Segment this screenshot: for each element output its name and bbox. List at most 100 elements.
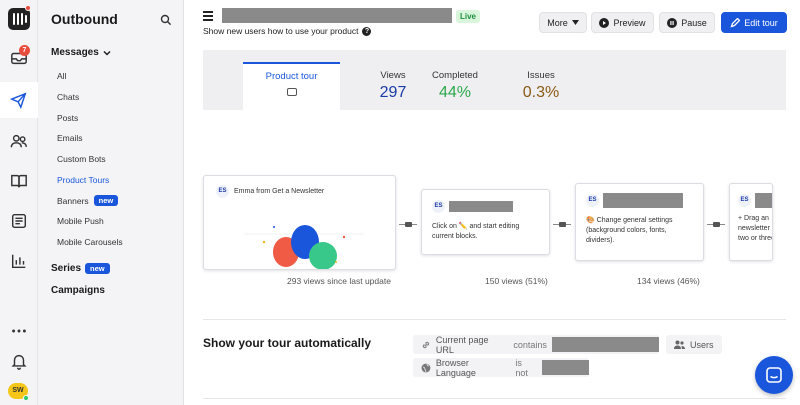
- nav-item-mobile-carousels[interactable]: Mobile Carousels: [57, 237, 123, 247]
- rule-attribute: Current page URL: [435, 334, 489, 355]
- nav-item-mobile-push[interactable]: Mobile Push: [57, 216, 104, 226]
- tour-step-card-3[interactable]: ES 🎨 Change general settings (background…: [575, 183, 704, 261]
- status-badge: Live: [456, 10, 481, 23]
- pencil-icon: [730, 17, 741, 28]
- connector-node: [559, 222, 566, 227]
- stat-issues-label: Issues: [527, 70, 555, 81]
- nav-item-label: Mobile Push: [57, 216, 104, 226]
- app-logo[interactable]: [8, 8, 30, 30]
- tour-step-card-2[interactable]: ES Click on ✏️ and start editing current…: [421, 189, 550, 255]
- nav-item-label: Mobile Carousels: [57, 237, 123, 247]
- stat-views-label: Views: [380, 70, 406, 81]
- messenger-launcher-button[interactable]: [755, 356, 793, 394]
- more-button[interactable]: More: [539, 12, 587, 33]
- new-badge: new: [85, 263, 110, 274]
- users-audience-chip[interactable]: Users: [666, 335, 722, 354]
- nav-section-messages[interactable]: Messages: [51, 47, 111, 58]
- new-badge: new: [93, 195, 119, 206]
- rule-operator: contains: [513, 339, 547, 350]
- step-3-text: 🎨 Change general settings (background co…: [586, 217, 673, 244]
- stat-views-value: 297: [379, 84, 407, 101]
- contacts-icon[interactable]: [9, 131, 29, 151]
- reports-list-icon[interactable]: [9, 211, 29, 231]
- tour-step-card-1[interactable]: ES Emma from Get a Newsletter: [203, 175, 396, 270]
- more-apps-icon[interactable]: [9, 321, 29, 341]
- preview-button[interactable]: Preview: [591, 12, 654, 33]
- nav-section-label: Messages: [51, 47, 99, 58]
- step-title-redacted: [449, 201, 513, 212]
- connector-node: [405, 222, 412, 227]
- caret-down-icon: [571, 20, 579, 25]
- connector-node: [713, 222, 720, 227]
- page-subtitle: Show new users how to use your product ?: [203, 26, 372, 36]
- stat-completed-value: 44%: [438, 84, 472, 101]
- nav-item-label: Custom Bots: [57, 154, 106, 164]
- nav-item-posts[interactable]: Posts: [57, 113, 78, 123]
- nav-item-custom-bots[interactable]: Custom Bots: [57, 154, 106, 164]
- nav-item-label: Product Tours: [57, 175, 110, 185]
- online-status-dot: [23, 395, 29, 401]
- nav-item-emails[interactable]: Emails: [57, 133, 83, 143]
- rule-operator: is not: [515, 357, 528, 378]
- tour-title-redacted: [222, 8, 452, 23]
- nav-title: Outbound: [51, 11, 118, 27]
- balloons-illustration: [244, 225, 364, 269]
- stat-views[interactable]: Views 297: [353, 70, 433, 102]
- nav-item-label: All: [57, 71, 67, 81]
- stat-issues[interactable]: Issues 0.3%: [501, 70, 581, 102]
- chevron-down-icon: [103, 50, 111, 56]
- inbox-count-badge: 7: [19, 45, 30, 56]
- tab-product-tour-label: Product tour: [265, 71, 318, 82]
- bar-chart-icon[interactable]: [9, 251, 29, 271]
- step-4-text-line: two or three: [738, 234, 773, 242]
- rule-browser-language[interactable]: Browser Language is not: [413, 357, 589, 378]
- outbound-nav: Outbound Messages All Chats Posts Emails…: [38, 0, 184, 405]
- step-4-text-line: newsletter: [738, 224, 770, 232]
- search-icon[interactable]: [160, 14, 172, 26]
- step-2-views: 150 views (51%): [485, 276, 548, 286]
- step-sender: Emma from Get a Newsletter: [234, 187, 325, 195]
- pause-button[interactable]: Pause: [659, 12, 715, 33]
- stat-issues-value: 0.3%: [522, 84, 560, 101]
- more-button-label: More: [547, 17, 568, 28]
- nav-section-series[interactable]: Series new: [51, 263, 110, 274]
- users-icon: [674, 340, 685, 349]
- nav-item-label: Emails: [57, 133, 83, 143]
- auto-show-title: Show your tour automatically: [203, 336, 372, 350]
- step-4-text-line: + Drag an: [738, 215, 769, 222]
- subtitle-text: Show new users how to use your product: [203, 26, 359, 36]
- chat-icon: [766, 367, 782, 383]
- nav-item-chats[interactable]: Chats: [57, 92, 79, 102]
- edit-tour-button-label: Edit tour: [744, 17, 778, 28]
- nav-item-all[interactable]: All: [57, 71, 66, 81]
- tab-product-tour[interactable]: Product tour: [243, 62, 340, 110]
- stat-completed[interactable]: Completed 44%: [415, 70, 495, 102]
- pause-button-label: Pause: [681, 17, 707, 28]
- nav-item-label: Banners: [57, 195, 89, 206]
- preview-button-label: Preview: [613, 17, 646, 28]
- nav-item-banners[interactable]: Banners new: [57, 195, 119, 206]
- avatar: ES: [738, 194, 751, 207]
- play-icon: [599, 17, 610, 28]
- section-divider: [203, 398, 786, 399]
- tour-stats-panel: Product tour Views 297 Completed 44% Iss…: [203, 50, 786, 110]
- notifications-bell-icon[interactable]: [9, 351, 29, 371]
- menu-toggle-icon[interactable]: [203, 11, 213, 23]
- step-title-redacted: [755, 193, 772, 208]
- step-4-text: + Drag an newsletter two or three: [738, 214, 773, 243]
- nav-section-label: Series: [51, 263, 82, 274]
- outbound-icon[interactable]: [9, 90, 29, 110]
- avatar: ES: [586, 194, 599, 207]
- articles-icon[interactable]: [9, 171, 29, 191]
- nav-section-campaigns[interactable]: Campaigns: [51, 285, 105, 296]
- help-icon[interactable]: ?: [362, 26, 372, 36]
- stat-completed-label: Completed: [432, 70, 478, 81]
- rule-page-url[interactable]: Current page URL contains: [413, 334, 659, 355]
- step-3-views: 134 views (46%): [637, 276, 700, 286]
- nav-item-product-tours[interactable]: Product Tours: [57, 175, 109, 185]
- edit-tour-button[interactable]: Edit tour: [721, 12, 787, 33]
- step-2-text: Click on ✏️ and start editing current bl…: [432, 223, 520, 240]
- tour-step-card-4[interactable]: ES + Drag an newsletter two or three: [729, 183, 773, 261]
- rule-value-redacted: [551, 337, 659, 352]
- nav-section-label: Campaigns: [51, 285, 105, 296]
